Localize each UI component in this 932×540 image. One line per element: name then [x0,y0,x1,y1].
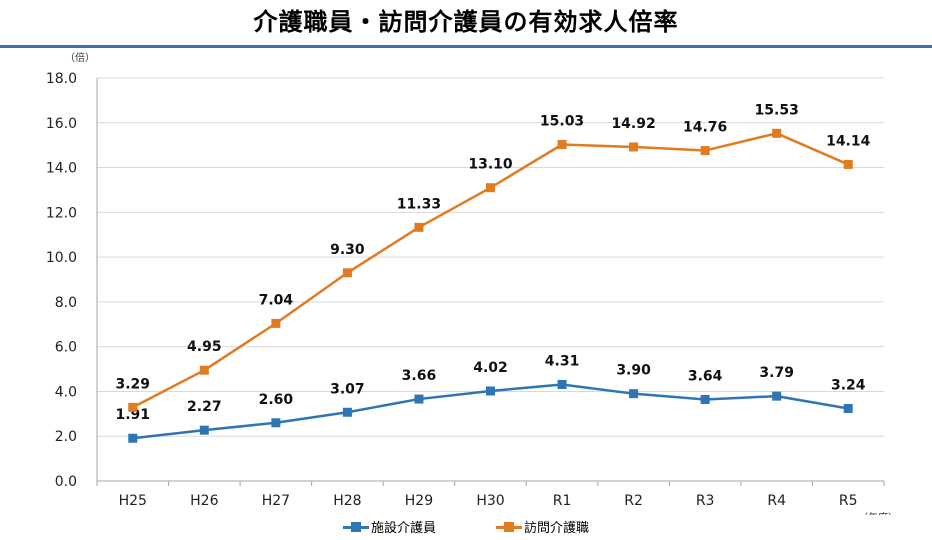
x-tick-label: R2 [624,493,643,509]
legend-swatch-visiting [496,521,522,533]
legend-item-visiting: 訪問介護職 [496,517,589,536]
data-label-visiting: 15.53 [755,102,799,118]
data-label-facility: 3.79 [759,365,794,381]
x-tick-label: H26 [190,493,218,509]
point-facility [271,418,281,428]
point-visiting [843,159,853,169]
legend-item-facility: 施設介護員 [342,517,436,536]
point-visiting [700,146,710,156]
title-underline [0,45,932,48]
x-tick-label: H27 [262,493,290,509]
x-tick-label: H25 [119,493,147,509]
data-label-facility: 3.66 [402,368,437,384]
data-label-visiting: 14.76 [683,120,727,136]
x-tick-label: H30 [476,493,504,509]
y-tick-label: 14.0 [46,161,77,177]
x-tick-label: H29 [405,493,433,509]
legend: 施設介護員 訪問介護職 [0,517,932,536]
data-label-visiting: 11.33 [397,196,441,212]
data-label-visiting: 15.03 [540,113,584,129]
x-axis-unit: （年度） [858,511,898,515]
data-label-facility: 3.24 [831,377,866,393]
point-visiting [271,318,281,328]
data-label-facility: 3.07 [330,381,365,397]
point-visiting [772,128,782,138]
y-tick-label: 18.0 [46,71,77,87]
point-facility [414,394,424,404]
data-label-visiting: 14.14 [826,133,871,149]
point-facility [199,425,209,435]
data-label-facility: 2.27 [187,399,222,415]
point-facility [843,403,853,413]
data-label-facility: 3.64 [688,369,723,385]
point-facility [629,389,639,399]
data-label-visiting: 13.10 [468,157,513,173]
y-tick-label: 4.0 [55,384,77,400]
data-label-visiting: 7.04 [259,292,294,308]
point-visiting [128,402,138,412]
point-visiting [199,365,209,375]
legend-swatch-facility [342,521,369,533]
point-facility [557,380,567,390]
legend-label-visiting: 訪問介護職 [524,521,590,536]
data-label-facility: 3.90 [616,363,651,379]
data-label-facility: 4.31 [545,354,580,370]
point-visiting [342,268,352,278]
chart-title: 介護職員・訪問介護員の有効求人倍率 [253,8,679,36]
point-facility [700,395,710,405]
y-tick-label: 12.0 [46,205,77,221]
point-facility [128,433,138,443]
x-tick-label: R3 [696,493,715,509]
data-label-visiting: 9.30 [330,242,365,258]
y-tick-label: 16.0 [46,116,77,132]
point-facility [486,386,495,396]
y-tick-label: 8.0 [55,295,77,311]
legend-label-facility: 施設介護員 [370,521,436,536]
x-tick-label: R1 [553,493,572,509]
point-visiting [557,139,567,149]
point-facility [342,407,352,417]
y-tick-label: 6.0 [55,340,77,356]
data-label-visiting: 4.95 [187,339,222,355]
y-axis-unit: （倍） [65,51,95,64]
point-visiting [629,142,639,152]
y-tick-label: 0.0 [55,474,77,490]
data-label-visiting: 3.29 [115,376,150,392]
x-tick-label: R5 [839,493,858,509]
y-tick-label: 2.0 [55,429,77,445]
data-label-facility: 2.60 [259,392,294,408]
point-visiting [414,222,424,232]
line-chart: 0.0 2.0 4.0 6.0 8.0 10.0 12.0 14.0 16.0 18.0 H25 H2… [46,51,898,515]
y-tick-label: 10.0 [46,250,77,266]
x-tick-label: H28 [333,493,361,509]
data-label-facility: 4.02 [473,360,508,376]
data-label-visiting: 14.92 [611,116,655,132]
data-label-facility: 1.91 [115,407,150,423]
point-facility [772,391,782,401]
x-tick-label: R4 [767,493,786,509]
point-visiting [486,183,495,193]
